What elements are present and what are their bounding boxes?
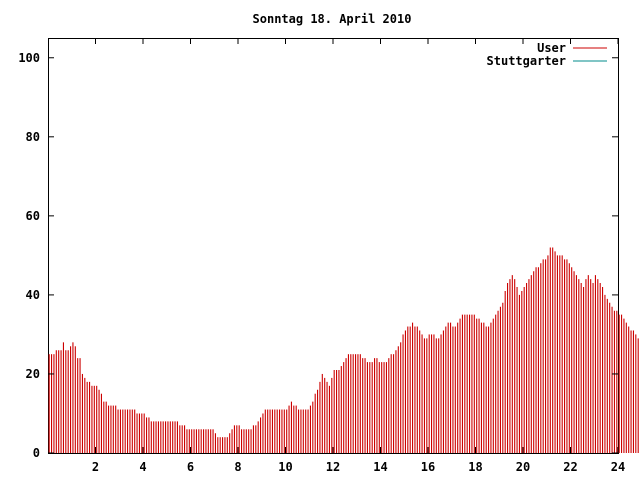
x-tick-label: 18 xyxy=(468,460,482,474)
x-tick-label: 8 xyxy=(234,460,241,474)
legend-label: User xyxy=(537,41,566,55)
y-tick-label: 40 xyxy=(26,288,40,302)
y-tick-label: 0 xyxy=(33,446,40,460)
x-tick-label: 20 xyxy=(516,460,530,474)
y-tick-label: 20 xyxy=(26,367,40,381)
y-axis: 0 20 40 60 80 100 xyxy=(18,51,618,460)
x-tick-label: 10 xyxy=(278,460,292,474)
x-tick-label: 6 xyxy=(187,460,194,474)
plot-frame xyxy=(48,38,619,454)
x-tick-label: 14 xyxy=(373,460,387,474)
x-tick-label: 16 xyxy=(421,460,435,474)
x-axis: 2 4 6 8 10 12 14 16 18 20 22 24 xyxy=(92,38,625,474)
y-tick-label: 100 xyxy=(18,51,40,65)
x-tick-label: 2 xyxy=(92,460,99,474)
y-tick-label: 80 xyxy=(26,130,40,144)
chart-title: Sonntag 18. April 2010 xyxy=(253,12,412,26)
x-tick-label: 12 xyxy=(326,460,340,474)
x-tick-label: 22 xyxy=(563,460,577,474)
bar-series-user xyxy=(48,247,639,453)
legend-label: Stuttgarter xyxy=(487,54,566,68)
x-tick-label: 24 xyxy=(611,460,625,474)
y-tick-label: 60 xyxy=(26,209,40,223)
x-tick-label: 4 xyxy=(139,460,146,474)
